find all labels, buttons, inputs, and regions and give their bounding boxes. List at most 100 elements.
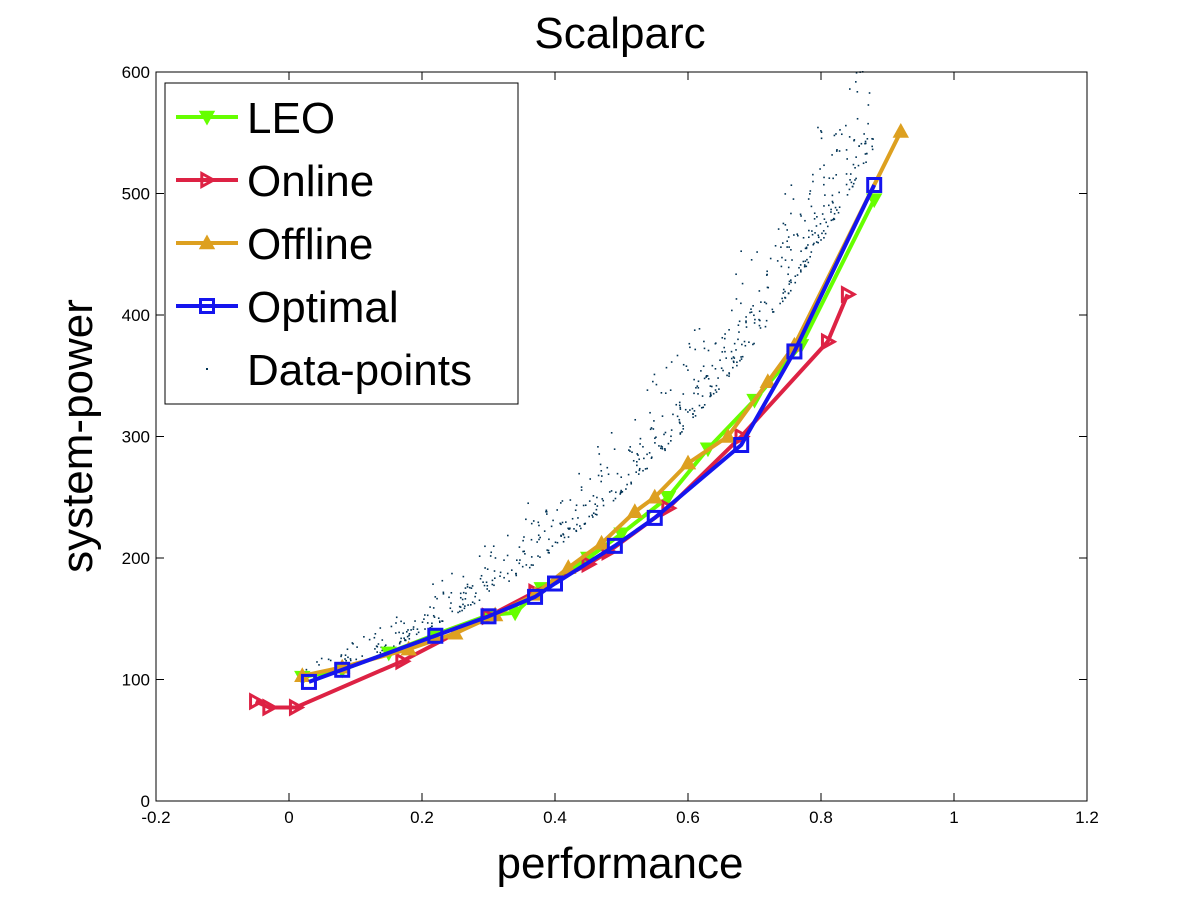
data-point <box>865 161 867 164</box>
data-point <box>750 311 753 313</box>
data-point <box>438 620 441 623</box>
data-point <box>573 528 575 530</box>
data-point <box>750 259 753 261</box>
data-point <box>442 593 445 595</box>
data-point <box>845 173 848 175</box>
data-point <box>784 193 787 195</box>
data-point <box>459 592 462 595</box>
data-point <box>458 605 461 608</box>
data-point <box>398 631 400 634</box>
data-point <box>374 633 377 635</box>
data-point <box>814 232 816 234</box>
series-point-offline <box>447 624 464 640</box>
y-tick-label: 400 <box>122 306 150 325</box>
x-tick-label: 1.2 <box>1075 808 1099 827</box>
data-point <box>424 614 426 616</box>
data-point <box>794 275 797 277</box>
data-point <box>400 620 402 623</box>
data-point <box>431 625 433 628</box>
data-point <box>849 179 851 181</box>
series-point-optimal <box>547 575 563 592</box>
data-point <box>799 213 802 216</box>
data-point <box>787 236 790 238</box>
data-point <box>530 538 533 541</box>
data-point <box>826 225 829 228</box>
data-point <box>464 587 467 589</box>
data-point <box>753 314 755 317</box>
data-point <box>796 274 799 276</box>
data-point <box>805 265 808 268</box>
data-point <box>730 357 733 360</box>
data-point <box>760 301 762 303</box>
data-point <box>850 181 853 184</box>
data-point <box>685 365 688 368</box>
legend-label-online: Online <box>247 157 374 206</box>
data-point <box>797 234 799 237</box>
data-point <box>436 597 438 600</box>
data-point <box>664 431 667 434</box>
data-point <box>652 380 654 383</box>
data-point <box>405 630 408 633</box>
data-point <box>620 491 623 494</box>
data-point <box>828 177 831 179</box>
data-point <box>650 457 653 459</box>
data-point <box>521 565 524 568</box>
data-point <box>682 425 684 427</box>
data-point <box>731 309 733 312</box>
data-point <box>663 433 665 436</box>
data-point <box>723 346 725 349</box>
data-point <box>790 281 792 284</box>
data-point <box>743 340 746 343</box>
data-point <box>749 311 751 314</box>
data-point <box>787 292 790 295</box>
data-point <box>492 545 495 548</box>
data-point <box>715 391 718 393</box>
data-point <box>637 473 640 475</box>
data-point <box>478 599 481 602</box>
data-point <box>804 260 807 263</box>
data-point <box>741 343 743 346</box>
data-point <box>784 290 786 293</box>
data-point <box>726 374 728 377</box>
data-point <box>578 472 580 475</box>
data-point <box>703 377 706 380</box>
data-point <box>780 265 783 268</box>
data-point <box>565 521 567 523</box>
data-point <box>660 445 663 447</box>
data-point <box>356 646 358 648</box>
data-point <box>806 258 808 261</box>
data-point <box>864 153 867 155</box>
data-point <box>823 164 825 167</box>
data-point <box>560 535 562 537</box>
data-point <box>872 138 874 140</box>
data-point <box>530 564 533 566</box>
data-point <box>610 490 613 492</box>
data-point <box>537 521 540 524</box>
data-point <box>832 177 834 180</box>
data-point <box>441 579 444 582</box>
data-point <box>412 626 415 628</box>
data-point <box>493 584 495 587</box>
data-point <box>871 145 873 148</box>
data-point <box>654 437 656 440</box>
data-point <box>799 269 802 271</box>
data-point <box>424 628 426 630</box>
data-point <box>649 411 651 414</box>
data-point <box>491 583 494 586</box>
data-point <box>813 242 815 245</box>
data-point <box>739 359 741 362</box>
series-point-optimal <box>334 661 351 678</box>
data-point <box>805 247 808 250</box>
data-point <box>479 577 482 580</box>
data-point <box>815 225 818 227</box>
data-point <box>407 629 409 631</box>
data-point <box>813 212 816 215</box>
data-point <box>730 350 733 353</box>
data-point <box>693 410 696 412</box>
data-point <box>494 557 497 559</box>
data-point <box>567 536 570 538</box>
data-point <box>562 533 564 535</box>
data-point <box>765 319 768 322</box>
data-point <box>790 184 793 187</box>
data-point <box>802 236 805 239</box>
